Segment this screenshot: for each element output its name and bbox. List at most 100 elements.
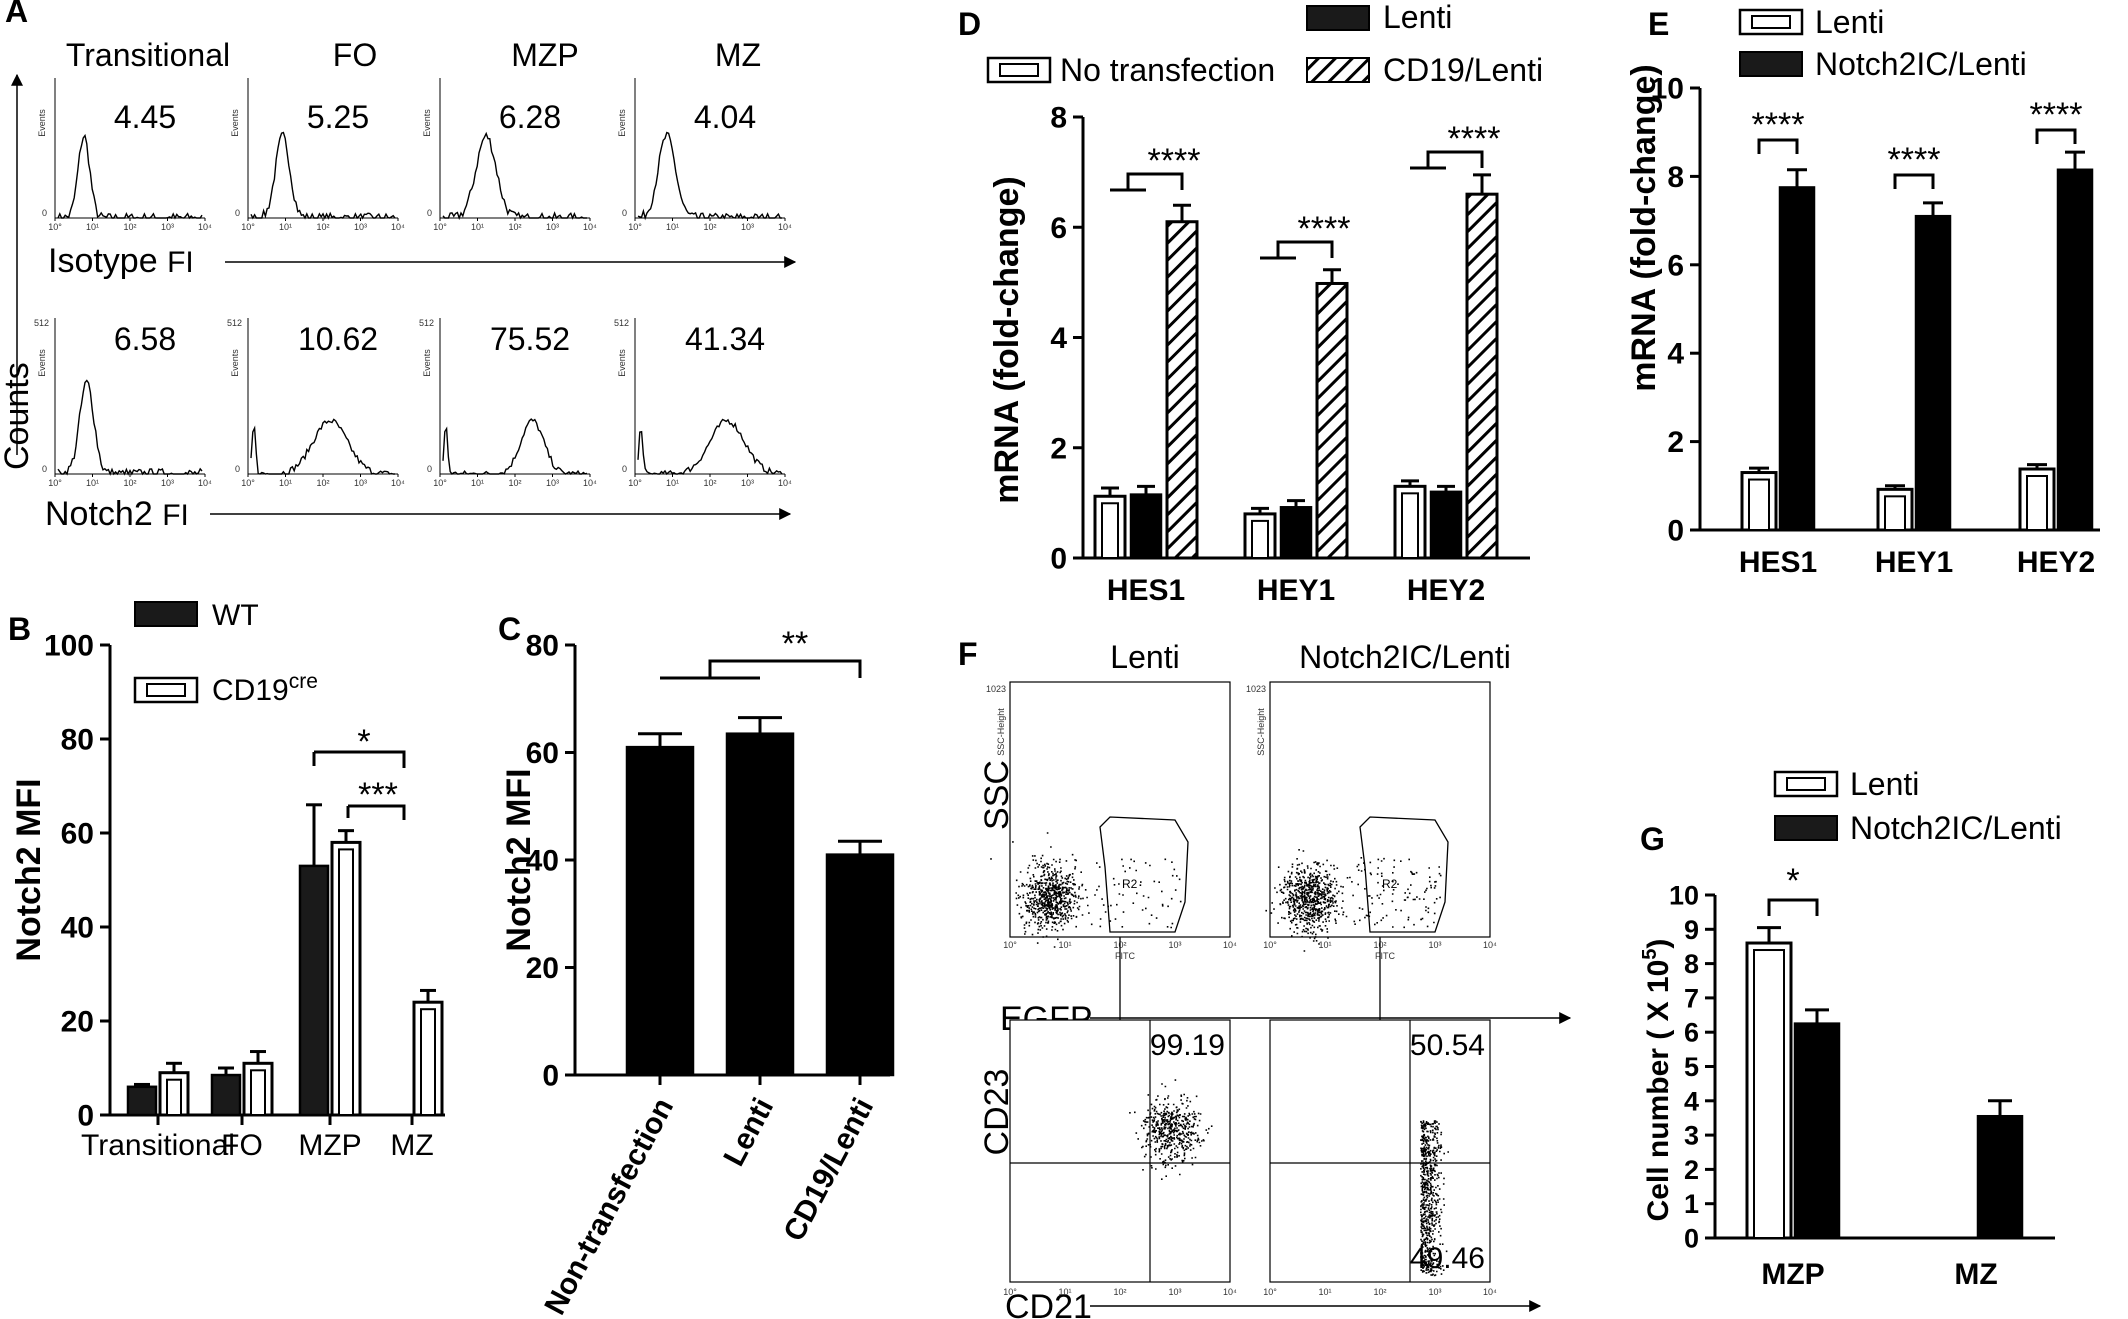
y-tick-label: 40 bbox=[61, 912, 94, 945]
histogram-y-max: 512 bbox=[614, 318, 629, 328]
legend-label-lenti: Lenti bbox=[1383, 0, 1452, 35]
histogram-percentage: 41.34 bbox=[685, 321, 765, 357]
y-tick-label: 100 bbox=[44, 630, 94, 663]
bar bbox=[1429, 490, 1463, 560]
bar bbox=[1976, 1114, 2024, 1240]
histogram-percentage: 10.62 bbox=[298, 321, 378, 357]
gate-r2 bbox=[1359, 816, 1449, 933]
bar bbox=[2056, 168, 2094, 532]
histogram-line bbox=[57, 133, 203, 220]
histogram-y-label: Events bbox=[230, 349, 240, 377]
bar bbox=[725, 732, 795, 1077]
bar bbox=[126, 1085, 158, 1117]
y-tick-label: 20 bbox=[61, 1006, 94, 1039]
histogram-tick-label: 10° bbox=[628, 222, 642, 232]
flow-column-label-notch2ic: Notch2IC/Lenti bbox=[1299, 639, 1511, 675]
x-tick-label: MZ bbox=[1954, 1258, 1997, 1291]
histogram-tick-label: 10⁴ bbox=[778, 222, 792, 232]
panel-e: E mRNA (fold-change) 0 2 4 6 8 10 HES1 **** HEY1… bbox=[1625, 4, 2100, 579]
panel-g: G Cell number ( X 105) 0 1 2 3 4 5 6 7 8 9 10 MZP MZ… bbox=[1639, 766, 2062, 1291]
y-tick-label: 0 bbox=[1667, 515, 1684, 548]
quadrant-plot-frame bbox=[1009, 1019, 1231, 1283]
histogram-percentage: 6.58 bbox=[114, 321, 176, 357]
bar bbox=[298, 864, 330, 1117]
flow-tick-label: 10° bbox=[1003, 940, 1017, 950]
flow-tick-label: 10¹ bbox=[1058, 1287, 1071, 1297]
significance-bracket bbox=[708, 659, 862, 678]
histogram-tick-label: 10² bbox=[703, 222, 716, 232]
bar-inner bbox=[1251, 519, 1269, 560]
x-tick-label: Non-transfection bbox=[538, 1093, 680, 1319]
panel-label-b: B bbox=[8, 611, 31, 647]
gate-label: R2 bbox=[1122, 877, 1138, 891]
flow-scatter-points bbox=[990, 832, 1182, 948]
bar-inner bbox=[250, 1069, 266, 1117]
significance-bracket bbox=[2035, 128, 2077, 144]
y-tick-label: 40 bbox=[526, 845, 559, 878]
panel-label-c: C bbox=[498, 611, 521, 647]
significance-bracket bbox=[348, 804, 406, 820]
bar bbox=[1793, 1022, 1841, 1240]
y-tick-label: 0 bbox=[542, 1060, 559, 1093]
legend-label-lenti-g: Lenti bbox=[1850, 766, 1919, 802]
histogram-y-min: 0 bbox=[622, 208, 627, 218]
y-tick-label: 0 bbox=[77, 1100, 94, 1133]
significance-marker: **** bbox=[2030, 96, 2083, 134]
panel-label-g: G bbox=[1640, 821, 1665, 857]
x-tick-label: HES1 bbox=[1739, 546, 1817, 579]
histogram-line bbox=[250, 131, 396, 220]
significance-bracket bbox=[1426, 150, 1484, 168]
flow-tick-label: 10⁴ bbox=[1483, 940, 1497, 950]
legend-swatch-wt bbox=[134, 601, 198, 627]
x-tick-label: HES1 bbox=[1107, 574, 1185, 607]
significance-marker: **** bbox=[1298, 210, 1351, 248]
histogram-tick-label: 10¹ bbox=[279, 222, 292, 232]
histogram: 10° 10¹ 10² 10³ 10⁴ 0 Events 4.45 bbox=[37, 78, 212, 232]
histogram-y-label: Events bbox=[617, 349, 627, 377]
y-tick-label: 60 bbox=[526, 737, 559, 770]
histogram-tick-label: 10° bbox=[241, 478, 255, 488]
legend-label-no-transfection: No transfection bbox=[1060, 52, 1275, 88]
bar-inner bbox=[338, 848, 354, 1117]
x-tick-label: HEY1 bbox=[1257, 574, 1335, 607]
histogram-y-label: Events bbox=[422, 349, 432, 377]
panel-c-y-label: Notch2 MFI bbox=[500, 768, 538, 951]
histogram-tick-label: 10¹ bbox=[666, 478, 679, 488]
bar-inner bbox=[2026, 475, 2048, 531]
significance-marker: * bbox=[357, 723, 370, 761]
histogram-tick-label: 10° bbox=[48, 478, 62, 488]
quadrant-plot: 50.54 49.46 bbox=[1269, 1019, 1491, 1283]
significance-bracket bbox=[1757, 138, 1799, 154]
histogram-y-min: 0 bbox=[42, 208, 47, 218]
y-tick-label: 4 bbox=[1667, 338, 1684, 371]
y-tick-label: 9 bbox=[1684, 915, 1699, 945]
significance-bracket bbox=[1126, 172, 1184, 190]
y-tick-label: 2 bbox=[1667, 426, 1684, 459]
cd21-axis-label: CD21 bbox=[1005, 1288, 1092, 1319]
y-tick-label: 8 bbox=[1667, 161, 1684, 194]
histogram-tick-label: 10¹ bbox=[86, 222, 99, 232]
panel-a-column-label: MZ bbox=[715, 37, 761, 73]
histogram-y-min: 0 bbox=[235, 464, 240, 474]
quadrant-upper-right-value: 50.54 bbox=[1410, 1029, 1485, 1062]
panel-f: F Lenti Notch2IC/Lenti SSC EGFP CD23 CD2… bbox=[958, 636, 1572, 1319]
histogram-tick-label: 10⁴ bbox=[198, 222, 212, 232]
histogram: 10° 10¹ 10² 10³ 10⁴ 0 Events 4.04 bbox=[617, 78, 792, 232]
histogram-tick-label: 10⁴ bbox=[778, 478, 792, 488]
flow-tick-label: 10⁴ bbox=[1223, 940, 1237, 950]
histogram-y-label: Events bbox=[37, 109, 47, 137]
bar bbox=[1279, 506, 1313, 560]
quadrant-lower-right-value: 49.46 bbox=[1410, 1242, 1485, 1275]
histogram-y-min: 0 bbox=[427, 464, 432, 474]
histogram-line bbox=[250, 418, 395, 475]
gate-r2 bbox=[1099, 816, 1189, 933]
quadrant-upper-right-value: 99.19 bbox=[1150, 1029, 1225, 1062]
histogram-line bbox=[57, 379, 203, 476]
histogram-line bbox=[442, 418, 588, 476]
histogram-tick-label: 10⁴ bbox=[583, 478, 597, 488]
histogram-tick-label: 10³ bbox=[354, 478, 367, 488]
quadrant-plot: 99.19 bbox=[1009, 1019, 1231, 1283]
x-tick-label: HEY1 bbox=[1875, 546, 1953, 579]
histogram: 10° 10¹ 10² 10³ 10⁴ 0 512 Events 41.34 bbox=[614, 318, 792, 488]
